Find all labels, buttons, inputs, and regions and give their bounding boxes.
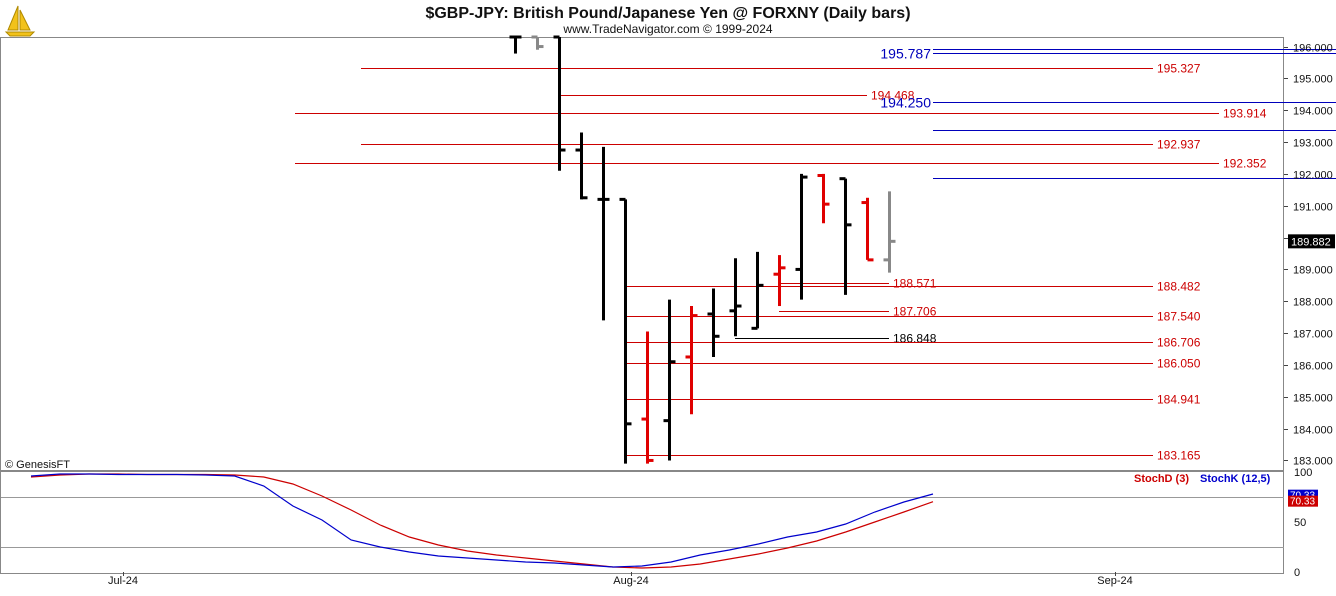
ohlc-bar: [553, 35, 566, 171]
level-label: 183.165: [1157, 449, 1201, 463]
ohlc-bar: [861, 197, 874, 262]
level-label: 193.914: [1223, 107, 1267, 121]
y-tick-label: 184.000: [1293, 425, 1333, 437]
level-label: 187.706: [893, 305, 937, 319]
stoch-series-line: [30, 473, 934, 569]
credit-label: © GenesisFT: [5, 459, 70, 471]
y-tick-label: 183.000: [1293, 456, 1333, 468]
ohlc-bar: [509, 35, 522, 54]
level-label: 188.482: [1157, 280, 1201, 294]
ohlc-bar: [773, 255, 786, 307]
ohlc-bar: [729, 258, 742, 337]
y-tick-label: 191.000: [1293, 202, 1333, 214]
ohlc-bar: [839, 177, 852, 295]
legend-stochd: StochD (3): [1134, 473, 1189, 485]
stochk-value-badge: [1288, 489, 1318, 501]
stoch-tick-label: 50: [1294, 517, 1306, 529]
y-tick-label: 195.000: [1293, 74, 1333, 86]
x-tick-label: Jul-24: [108, 575, 138, 587]
chart-title: $GBP-JPY: British Pound/Japanese Yen @ F…: [425, 5, 910, 22]
y-tick-label: 194.000: [1293, 106, 1333, 118]
ohlc-bar: [531, 35, 544, 50]
ohlc-bar: [663, 299, 676, 461]
ohlc-bar: [751, 251, 764, 330]
chart-subtitle: www.TradeNavigator.com © 1999-2024: [562, 22, 772, 36]
price-axis: 196.000 195.000 194.000 193.000 192.000 191.0…: [1284, 43, 1335, 468]
ohlc-bar: [883, 191, 896, 273]
stochd-value-badge: [1288, 495, 1318, 507]
y-tick-label: 186.000: [1293, 361, 1333, 373]
y-tick-label: 193.000: [1293, 138, 1333, 150]
level-label: 192.352: [1223, 157, 1267, 171]
y-tick-label: 189.000: [1293, 265, 1333, 277]
ohlc-bar: [707, 288, 720, 357]
level-label: 186.848: [893, 332, 937, 346]
level-label: 186.706: [1157, 336, 1201, 350]
ohlc-bar: [575, 132, 588, 200]
stochd-value-label: 70.33: [1290, 497, 1315, 508]
genesis-logo-icon: [4, 5, 36, 37]
price-panel-frame: [0, 37, 1284, 471]
ohlc-bar: [795, 173, 808, 300]
level-label: 188.571: [893, 277, 937, 291]
x-axis: Jul-24 Aug-24 Sep-24: [108, 572, 1133, 587]
level-label-left: 194.250: [880, 95, 931, 111]
y-tick-label: 185.000: [1293, 393, 1333, 405]
stoch-tick-label: 0: [1294, 567, 1300, 579]
price-levels: 195.924195.787195.327194.468194.250193.9…: [295, 46, 1336, 463]
ohlc-bar: [817, 173, 830, 224]
ohlc-bar: [597, 146, 610, 321]
ohlc-bar: [619, 197, 632, 464]
level-label: 192.937: [1157, 138, 1201, 152]
ohlc-bar: [685, 306, 698, 415]
level-label: 186.050: [1157, 357, 1201, 371]
level-label: 195.327: [1157, 62, 1201, 76]
x-tick-label: Aug-24: [613, 575, 648, 587]
stoch-panel-frame: [0, 471, 1284, 574]
level-label: 184.941: [1157, 393, 1201, 407]
stoch-tick-label: 100: [1294, 467, 1312, 479]
level-label-left: 195.787: [880, 46, 931, 62]
last-price-label: 189.882: [1291, 236, 1331, 248]
price-bars: [509, 35, 896, 464]
x-tick-label: Sep-24: [1097, 575, 1132, 587]
level-label: 187.540: [1157, 310, 1201, 324]
y-tick-label: 192.000: [1293, 170, 1333, 182]
legend-stochk: StochK (12,5): [1200, 473, 1271, 485]
stoch-series-line: [30, 473, 934, 568]
y-tick-label: 196.000: [1293, 43, 1333, 55]
y-tick-label: 187.000: [1293, 329, 1333, 341]
level-label: 194.468: [871, 89, 915, 103]
ohlc-bar: [641, 331, 654, 464]
last-price-badge: [1288, 234, 1335, 249]
y-tick-label: 188.000: [1293, 297, 1333, 309]
